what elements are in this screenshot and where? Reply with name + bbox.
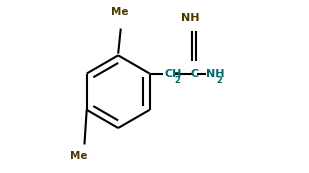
Text: Me: Me [70,151,87,161]
Text: C: C [190,69,198,79]
Text: 2: 2 [174,76,180,85]
Text: CH: CH [164,69,181,79]
Text: 2: 2 [216,76,222,85]
Text: Me: Me [111,7,129,17]
Text: NH: NH [181,13,199,23]
Text: NH: NH [206,69,225,79]
